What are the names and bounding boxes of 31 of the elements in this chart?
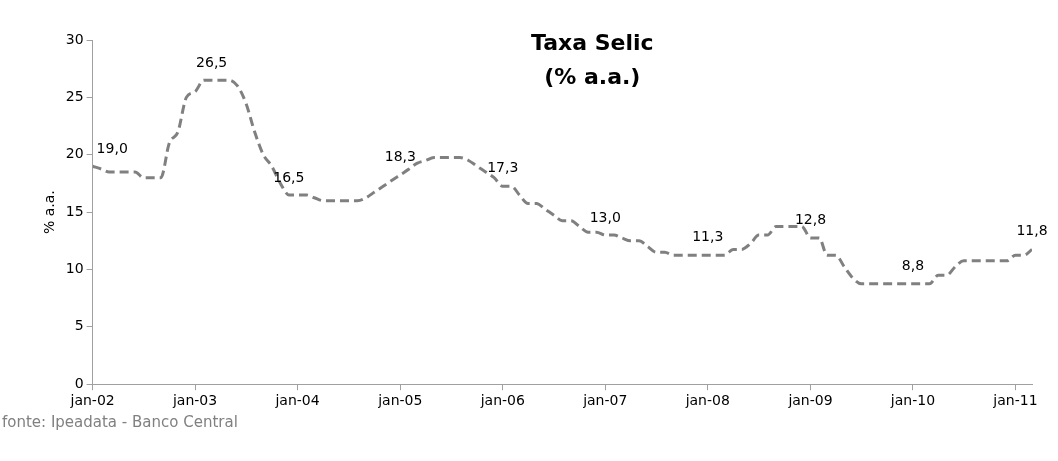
annotation: 16,5 [273, 168, 305, 185]
annotation: 11,3 [692, 228, 724, 245]
annotation: 13,0 [589, 208, 621, 225]
x-tick-label: jan-03 [171, 392, 218, 409]
y-tick-label: 5 [74, 317, 84, 334]
annotation: 8,8 [901, 256, 925, 273]
x-tick-label: jan-08 [684, 392, 730, 409]
x-tick-label: jan-11 [992, 392, 1038, 409]
y-tick-label: 10 [65, 260, 84, 277]
annotation: 26,5 [196, 53, 228, 70]
annotation: 11,8 [1016, 222, 1048, 239]
x-tick-label: jan-06 [479, 392, 525, 409]
x-tick-label: jan-02 [69, 392, 115, 409]
x-tick-label: jan-07 [582, 392, 628, 409]
chart-title: Taxa Selic [531, 29, 654, 55]
annotation: 12,8 [794, 210, 827, 227]
x-tick-label: jan-05 [377, 392, 423, 409]
x-tick-label: jan-10 [889, 392, 936, 409]
text: (% a.a.) [544, 63, 641, 89]
x-tick-label: jan-04 [274, 392, 320, 409]
x-tick-label: jan-09 [787, 392, 833, 409]
y-tick-label: 0 [74, 374, 84, 391]
y-tick-label: 30 [65, 30, 84, 47]
annotation: 17,3 [487, 159, 519, 176]
y-tick-label: 20 [65, 145, 84, 162]
y-tick-label: 25 [65, 88, 84, 105]
annotation: 18,3 [384, 147, 416, 164]
y-tick-label: 15 [65, 202, 84, 219]
y-axis-title: % a.a. [41, 190, 58, 235]
source-note: fonte: Ipeadata - Banco Central [2, 413, 239, 431]
annotation: 19,0 [96, 139, 128, 156]
